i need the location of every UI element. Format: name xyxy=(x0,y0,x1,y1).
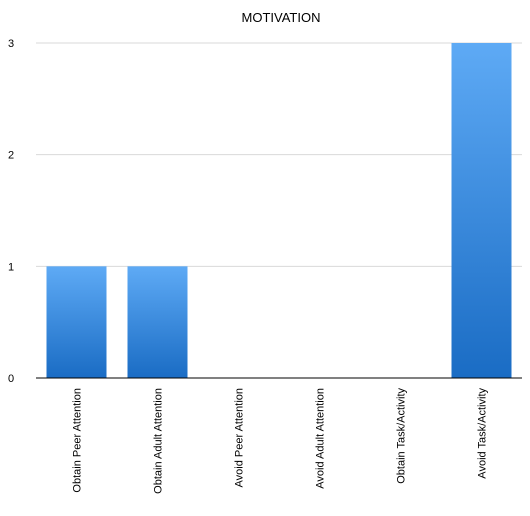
category-label: Obtain Peer Attention xyxy=(72,388,84,493)
category-label: Avoid Adult Attention xyxy=(315,388,327,489)
category-label: Obtain Task/Activity xyxy=(396,388,408,484)
y-axis-tick-labels: 0 1 2 3 xyxy=(8,38,14,385)
y-tick-label: 2 xyxy=(8,150,14,162)
category-label: Avoid Peer Attention xyxy=(234,388,246,487)
bar xyxy=(127,266,188,378)
y-tick-label: 0 xyxy=(8,373,14,385)
category-label: Avoid Task/Activity xyxy=(477,388,489,479)
bar xyxy=(46,266,107,378)
y-tick-label: 3 xyxy=(8,38,14,50)
chart-title: MOTIVATION xyxy=(242,10,321,25)
bar xyxy=(451,43,512,378)
category-label: Obtain Adult Attention xyxy=(153,388,165,494)
gridlines xyxy=(36,42,522,267)
y-tick-label: 1 xyxy=(8,261,14,273)
category-labels: Obtain Peer Attention Obtain Adult Attent… xyxy=(72,388,489,494)
bars xyxy=(46,43,512,378)
